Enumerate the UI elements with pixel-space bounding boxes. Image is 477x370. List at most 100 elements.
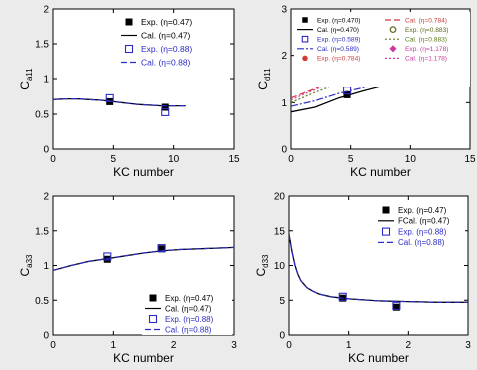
legend-marker-swatch <box>125 18 133 26</box>
y-tick-label: 15 <box>274 226 286 237</box>
y-tick-label: 20 <box>274 192 286 203</box>
legend-marker-swatch <box>389 45 397 53</box>
y-tick-label: 0.5 <box>35 110 49 121</box>
x-axis-label: KC number <box>348 351 409 365</box>
legend: Exp. (η=0.47)Cal. (η=0.47)Exp. (η=0.88)C… <box>118 14 230 72</box>
x-tick-label: 2 <box>406 340 412 351</box>
data-point <box>103 252 112 261</box>
legend-entry-label: Cal. (η=0.47) <box>165 304 212 313</box>
legend-entry-label: Exp. (η=1.178) <box>405 46 448 53</box>
y-tick-label: 1 <box>43 261 49 272</box>
y-tick-label: 1 <box>43 75 49 86</box>
x-tick-label: 0 <box>286 340 292 351</box>
data-point <box>338 292 347 301</box>
legend-entry-label: Exp. (η=0.47) <box>165 294 214 303</box>
x-tick-label: 0 <box>50 154 56 165</box>
series-line <box>53 98 186 107</box>
y-axis-label-group: Cd33 <box>254 254 270 277</box>
x-tick-label: 5 <box>348 154 354 165</box>
y-axis-label: Ca11 <box>18 68 34 90</box>
legend-entry-label: Cal. (η=1.178) <box>405 56 447 63</box>
series-line <box>291 74 423 107</box>
legend-entry-label: Exp. (η=0.589) <box>317 37 360 44</box>
x-tick-label: 5 <box>111 154 117 165</box>
x-tick-label: 15 <box>228 154 240 165</box>
y-axis-label-main: C <box>256 81 270 90</box>
y-tick-label: 1.5 <box>35 226 49 237</box>
legend-box <box>294 12 470 87</box>
legend-entry-label: Exp. (η=0.88) <box>165 315 214 324</box>
y-axis-label: Cd33 <box>254 254 270 277</box>
y-tick-label: 0 <box>279 331 285 342</box>
data-point <box>161 103 169 111</box>
legend-box <box>375 202 465 248</box>
legend: Exp. (η=0.47) FCal. (η=0.47)Exp. (η=0.88)… <box>375 202 465 248</box>
legend-entry-label: Exp. (η=0.883) <box>405 27 448 34</box>
y-axis-label-subscript: a33 <box>25 254 34 268</box>
x-tick-label: 15 <box>464 154 476 165</box>
legend-marker-swatch <box>148 314 158 324</box>
x-tick-label: 3 <box>465 340 471 351</box>
y-tick-label: 0 <box>43 331 49 342</box>
y-axis-label-subscript: a11 <box>25 68 34 81</box>
y-axis-label-main: C <box>254 268 268 277</box>
data-point <box>157 244 166 253</box>
legend-entry-label: Cal. (η=0.470) <box>317 27 359 34</box>
x-tick-label: 0 <box>288 154 294 165</box>
data-point <box>392 303 400 311</box>
x-tick-label: 1 <box>346 340 352 351</box>
legend-marker-swatch <box>302 55 308 62</box>
x-tick-label: 10 <box>405 154 417 165</box>
legend-box <box>118 14 230 72</box>
legend: Exp. (η=0.470) Cal. (η=0.470) Exp. (η=0.58… <box>294 12 470 87</box>
y-tick-label: 1.5 <box>35 40 49 51</box>
y-axis-label-group: Ca33 <box>18 254 34 277</box>
y-axis-label: Cd11 <box>256 68 272 90</box>
data-point <box>158 245 166 253</box>
y-tick-label: 2 <box>281 51 287 62</box>
legend-box <box>142 290 232 335</box>
legend-entry-label: Cal. (η=0.589) <box>317 46 359 53</box>
legend-marker-swatch <box>124 44 134 54</box>
legend-marker-swatch <box>389 26 397 33</box>
legend-entry-label: Cal. (η=0.883) <box>405 37 447 44</box>
legend-marker-swatch <box>302 17 308 23</box>
x-tick-label: 1 <box>111 340 117 351</box>
data-point <box>343 90 351 98</box>
x-axis-label: KC number <box>113 165 174 179</box>
y-axis-label: Ca33 <box>18 254 34 277</box>
y-tick-label: 3 <box>281 5 287 16</box>
x-tick-label: 0 <box>50 340 56 351</box>
y-tick-label: 5 <box>279 296 285 307</box>
y-tick-label: 0.5 <box>35 296 49 307</box>
y-axis-label-subscript: d11 <box>263 68 272 81</box>
x-tick-label: 10 <box>168 154 180 165</box>
y-axis-label-subscript: d33 <box>261 254 270 268</box>
x-tick-label: 3 <box>231 340 237 351</box>
x-axis-label: KC number <box>113 351 174 365</box>
legend-entry-label: Cal. (η=0.47) <box>141 30 191 40</box>
y-axis-label-group: Cd11 <box>256 68 272 90</box>
y-tick-label: 1 <box>281 98 287 109</box>
legend-entry-label: Exp. (η=0.784) <box>317 56 360 63</box>
series-line <box>53 246 234 271</box>
legend-entry-label: Cal. (η=0.88) <box>398 238 445 247</box>
legend-entry-label: Cal. (η=0.88) <box>141 57 191 67</box>
y-tick-label: 0 <box>281 145 287 156</box>
y-axis-label-main: C <box>18 268 32 277</box>
y-tick-label: 0 <box>43 145 49 156</box>
legend-entry-label: Exp. (η=0.88) <box>141 44 192 54</box>
y-tick-label: 2 <box>43 5 49 16</box>
y-tick-label: 2 <box>43 192 49 203</box>
legend-marker-swatch <box>149 294 157 302</box>
chart-panel-d33: 0 1 2 3 0 5 10 15 20 KC number Cd33 Exp. (η=0.47) FC… <box>254 192 471 366</box>
legend-marker-swatch <box>301 35 309 43</box>
data-point <box>161 107 170 116</box>
legend-marker-swatch <box>382 206 390 214</box>
legend-entry-label: Exp. (η=0.470) <box>317 17 360 24</box>
chart-panel-a11: 0 5 10 15 0 0.5 1 1.5 2 KC number Ca11 Exp. (η=0.47… <box>18 5 240 180</box>
legend-entry-label: Exp. (η=0.47) <box>398 206 447 215</box>
legend: Exp. (η=0.47)Cal. (η=0.47)Exp. (η=0.88)C… <box>142 290 232 335</box>
